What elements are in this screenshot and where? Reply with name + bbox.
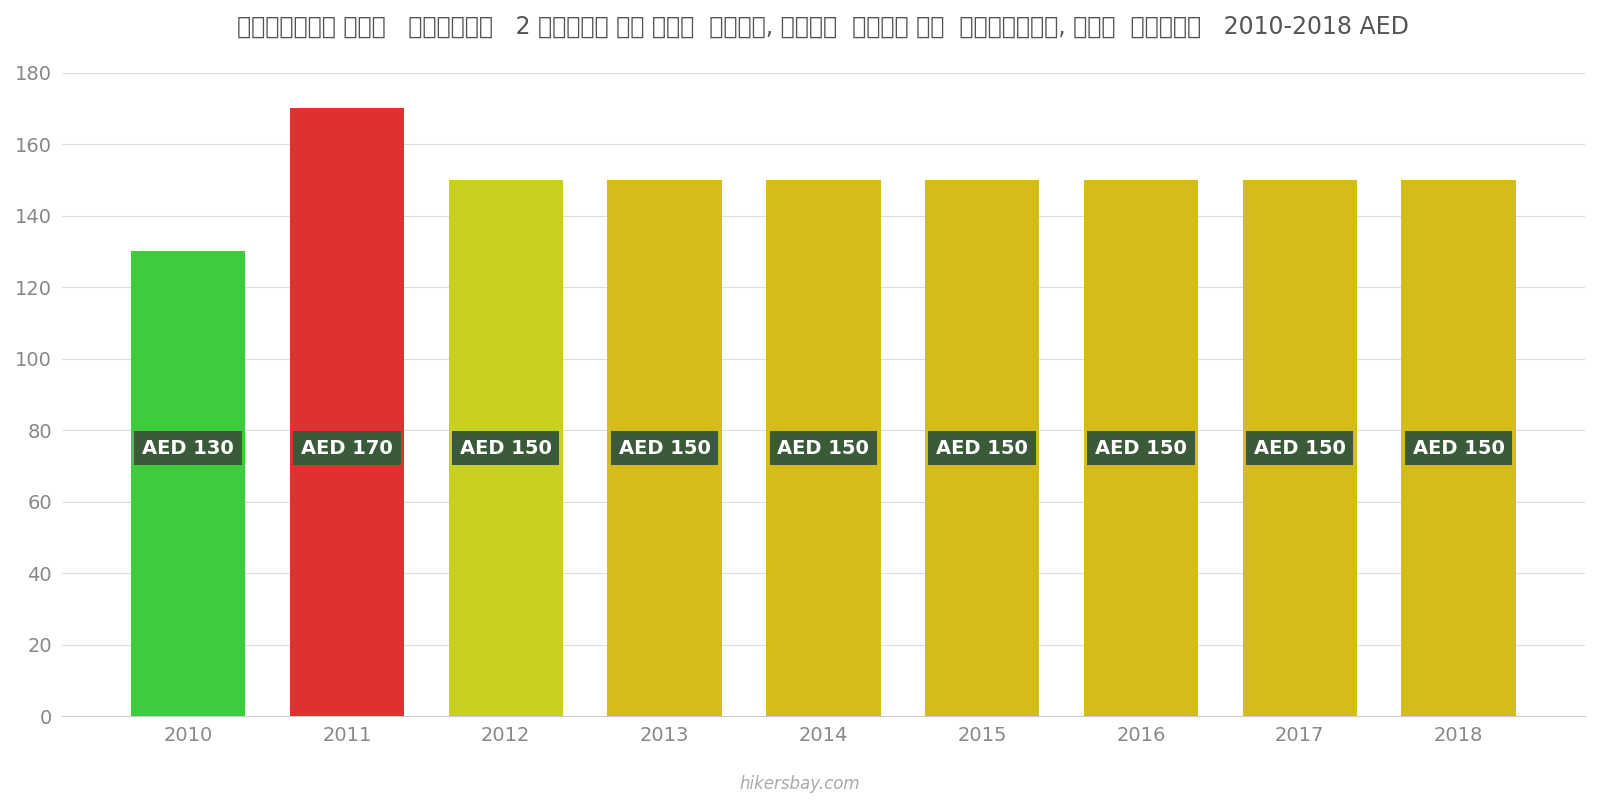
Text: AED 150: AED 150 — [936, 438, 1029, 458]
Bar — [925, 180, 1040, 716]
Text: AED 130: AED 130 — [142, 438, 234, 458]
Bar — [608, 180, 722, 716]
Bar — [290, 109, 405, 716]
Text: AED 150: AED 150 — [459, 438, 552, 458]
Bar — [1243, 180, 1357, 716]
Text: AED 150: AED 150 — [1254, 438, 1346, 458]
Bar — [1083, 180, 1198, 716]
Text: AED 150: AED 150 — [778, 438, 869, 458]
Bar — [131, 251, 245, 716]
Text: hikersbay.com: hikersbay.com — [739, 775, 861, 793]
Text: AED 170: AED 170 — [301, 438, 394, 458]
Text: AED 150: AED 150 — [619, 438, 710, 458]
Bar — [448, 180, 563, 716]
Bar — [1402, 180, 1515, 716]
Text: AED 150: AED 150 — [1094, 438, 1187, 458]
Text: AED 150: AED 150 — [1413, 438, 1504, 458]
Title: संयुक्त अरब   अमीरात   2 लोगों के लिए  भोजन, मध्य  दूरी के  रेसतरां, तीन  कोर्स : संयुक्त अरब अमीरात 2 लोगों के लिए भोजन, … — [237, 15, 1410, 39]
Bar — [766, 180, 880, 716]
